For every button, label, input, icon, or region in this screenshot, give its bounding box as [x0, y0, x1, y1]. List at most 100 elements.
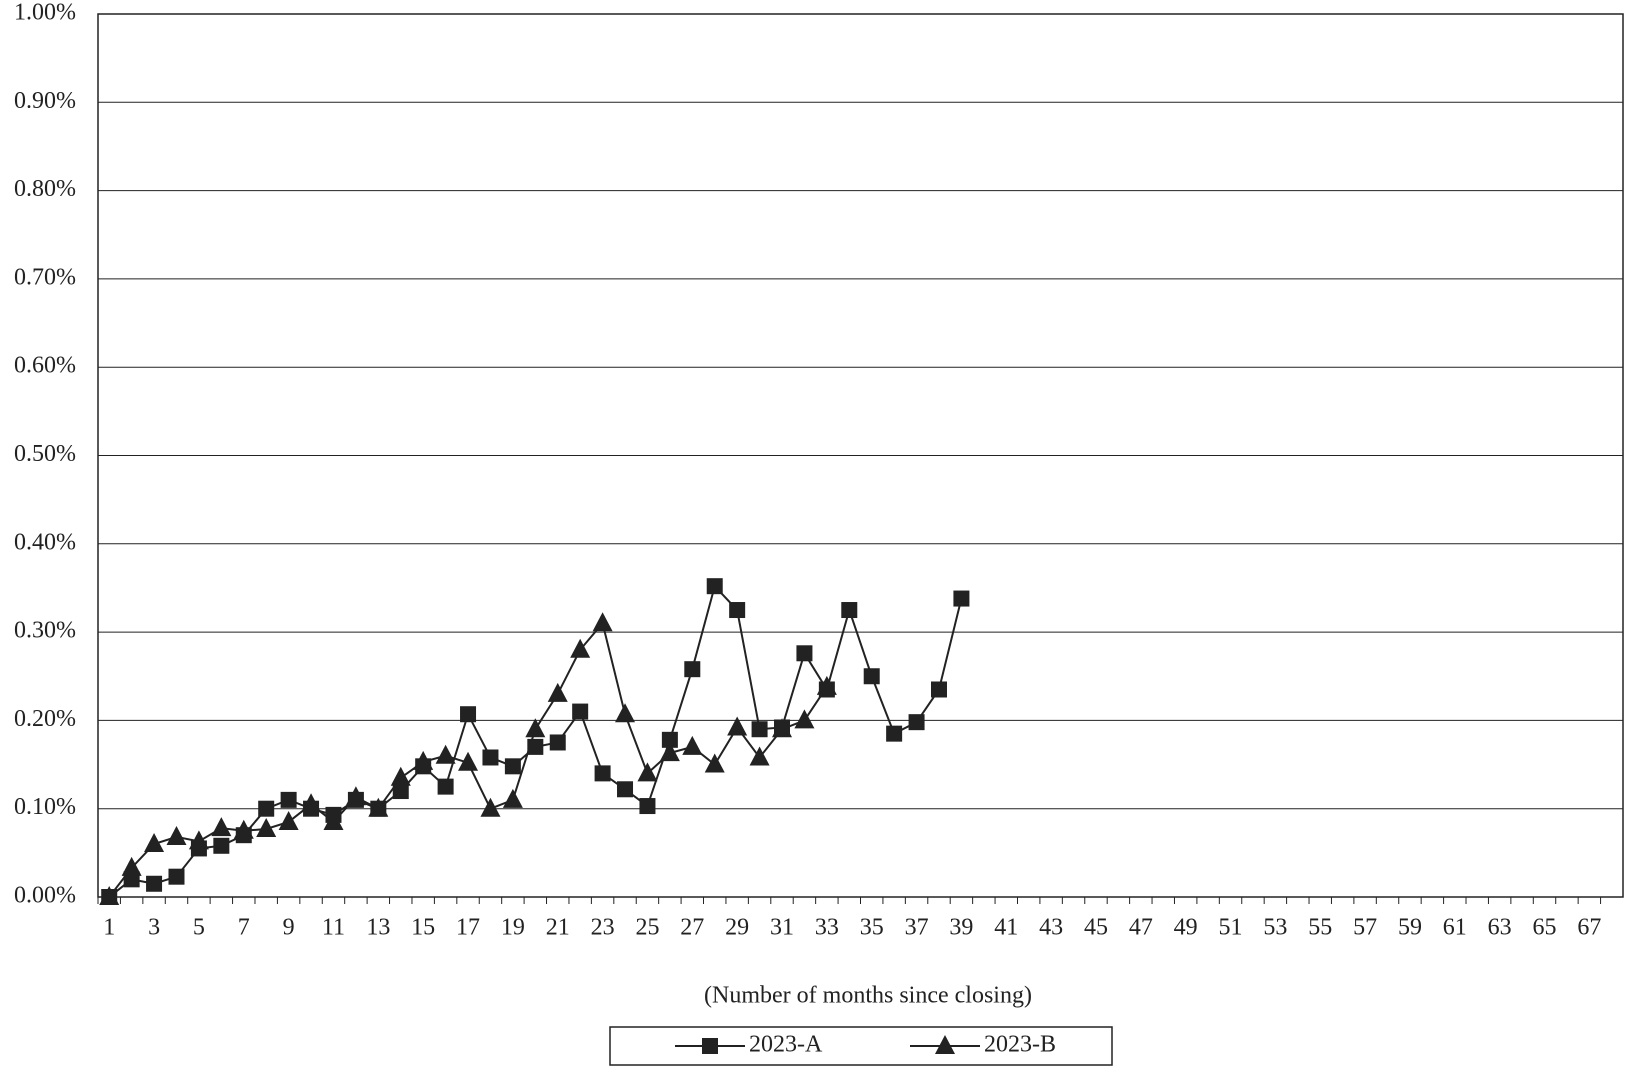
marker: [435, 744, 456, 764]
x-tick-label: 35: [860, 915, 884, 941]
x-tick-label: 19: [501, 915, 525, 941]
marker: [482, 749, 499, 766]
x-tick-label: 43: [1039, 915, 1063, 941]
legend-label: 2023-B: [984, 1032, 1056, 1058]
marker: [816, 675, 837, 695]
marker: [233, 819, 254, 839]
marker: [953, 590, 970, 607]
marker: [704, 753, 725, 773]
x-tick-label: 47: [1129, 915, 1153, 941]
marker: [617, 781, 634, 798]
marker: [930, 681, 947, 698]
x-axis-label: (Number of months since closing): [704, 983, 1032, 1009]
x-tick-label: 31: [770, 915, 794, 941]
marker: [592, 612, 613, 632]
x-tick-label: 3: [148, 915, 160, 941]
marker: [570, 638, 591, 658]
x-tick-label: 17: [456, 915, 480, 941]
x-tick-label: 21: [546, 915, 570, 941]
x-tick-label: 67: [1577, 915, 1601, 941]
marker: [99, 886, 120, 905]
x-tick-label: 11: [322, 915, 345, 941]
x-tick-label: 39: [949, 915, 973, 941]
marker: [682, 735, 703, 755]
x-tick-label: 63: [1488, 915, 1512, 941]
y-tick-label: 0.50%: [14, 441, 76, 467]
marker: [639, 798, 656, 815]
marker: [258, 800, 275, 817]
x-tick-label: 27: [680, 915, 704, 941]
legend-label: 2023-A: [749, 1032, 823, 1058]
x-tick-label: 45: [1084, 915, 1108, 941]
marker: [502, 788, 523, 808]
y-tick-label: 0.40%: [14, 529, 76, 555]
x-tick-label: 9: [283, 915, 295, 941]
x-tick-label: 5: [193, 915, 205, 941]
marker: [547, 682, 568, 702]
x-tick-label: 25: [635, 915, 659, 941]
marker: [211, 817, 232, 837]
marker: [413, 750, 434, 770]
x-tick-label: 55: [1308, 915, 1332, 941]
marker: [504, 758, 521, 775]
marker: [659, 742, 680, 762]
marker: [751, 721, 768, 738]
marker: [886, 725, 903, 742]
marker: [908, 714, 925, 731]
marker: [437, 778, 454, 795]
x-tick-label: 13: [366, 915, 390, 941]
marker: [392, 783, 409, 800]
marker: [615, 703, 636, 723]
marker: [278, 810, 299, 830]
marker: [749, 746, 770, 766]
y-tick-label: 0.60%: [14, 353, 76, 379]
legend-marker: [702, 1038, 718, 1054]
x-tick-label: 57: [1353, 915, 1377, 941]
y-tick-label: 0.70%: [14, 264, 76, 290]
x-tick-label: 51: [1219, 915, 1243, 941]
x-tick-label: 33: [815, 915, 839, 941]
marker: [841, 602, 858, 619]
x-tick-label: 61: [1443, 915, 1467, 941]
marker: [863, 668, 880, 685]
marker: [390, 766, 411, 786]
marker: [727, 716, 748, 736]
x-tick-label: 53: [1263, 915, 1287, 941]
x-tick-label: 15: [411, 915, 435, 941]
marker: [458, 751, 479, 771]
marker: [572, 703, 589, 720]
y-tick-label: 0.00%: [14, 883, 76, 909]
x-tick-label: 49: [1174, 915, 1198, 941]
marker: [729, 602, 746, 619]
marker: [280, 791, 297, 808]
marker: [345, 786, 366, 806]
marker: [637, 762, 658, 782]
marker: [301, 793, 322, 813]
y-tick-label: 0.80%: [14, 176, 76, 202]
x-tick-label: 23: [591, 915, 615, 941]
x-tick-label: 59: [1398, 915, 1422, 941]
x-tick-label: 7: [238, 915, 250, 941]
x-tick-label: 29: [725, 915, 749, 941]
marker: [794, 709, 815, 729]
marker: [256, 818, 277, 838]
marker: [549, 734, 566, 751]
x-tick-label: 65: [1533, 915, 1557, 941]
x-tick-label: 37: [905, 915, 929, 941]
marker: [121, 856, 142, 876]
marker: [706, 578, 723, 595]
marker: [144, 833, 165, 853]
marker: [146, 875, 163, 892]
x-tick-label: 41: [994, 915, 1018, 941]
legend-marker: [935, 1035, 955, 1054]
marker: [796, 645, 813, 662]
marker: [594, 765, 611, 782]
marker: [188, 830, 209, 850]
marker: [460, 706, 477, 723]
marker: [525, 718, 546, 738]
marker: [480, 797, 501, 817]
marker: [213, 837, 230, 854]
x-tick-label: 1: [103, 915, 115, 941]
marker: [368, 797, 389, 817]
